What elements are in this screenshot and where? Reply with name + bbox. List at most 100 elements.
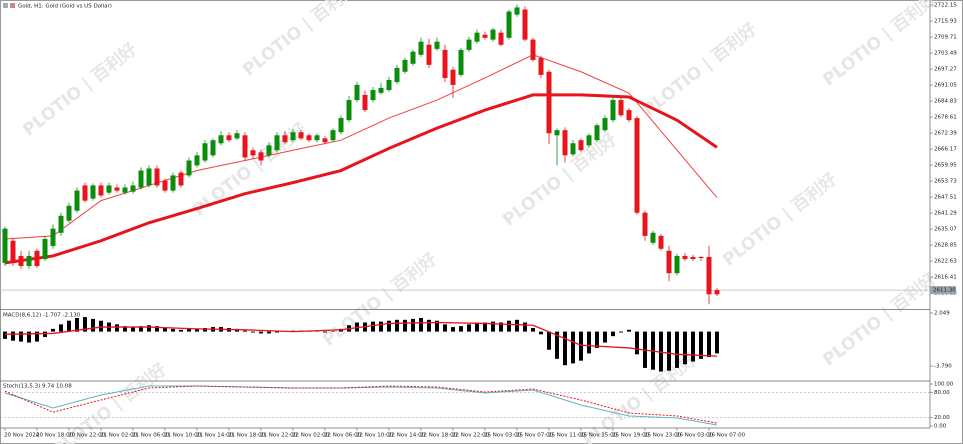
candle-body bbox=[458, 49, 464, 75]
histogram-bar bbox=[251, 331, 255, 333]
histogram-bar bbox=[59, 324, 63, 332]
candle-body bbox=[98, 185, 104, 196]
histogram-bar bbox=[683, 331, 687, 365]
histogram-bar bbox=[619, 331, 623, 333]
histogram-bar bbox=[435, 320, 439, 332]
x-tick-label: 21 Nov 02:00 bbox=[100, 433, 138, 439]
histogram-bar bbox=[35, 331, 39, 342]
histogram-bar bbox=[571, 331, 575, 364]
candle-body bbox=[34, 250, 40, 266]
candle-body bbox=[650, 232, 656, 243]
candle-body bbox=[482, 34, 488, 38]
histogram-bar bbox=[563, 331, 567, 366]
candle-body bbox=[658, 235, 664, 249]
candle-body bbox=[290, 132, 296, 141]
candle-body bbox=[226, 135, 232, 141]
x-tick-label: 25 Nov 23:00 bbox=[644, 433, 682, 439]
histogram-bar bbox=[427, 319, 431, 332]
y-tick-label: 2666.17 bbox=[934, 147, 957, 153]
histogram-bar bbox=[131, 327, 135, 332]
candle-body bbox=[466, 39, 472, 50]
candle-body bbox=[170, 175, 176, 191]
histogram-bar bbox=[99, 320, 103, 332]
candle-body bbox=[530, 39, 536, 60]
y-tick-label: -3.790 bbox=[934, 364, 952, 370]
candle-body bbox=[138, 170, 144, 188]
histogram-bar bbox=[467, 324, 471, 332]
candle-body bbox=[674, 255, 680, 274]
candle-body bbox=[298, 132, 304, 139]
candle-body bbox=[50, 228, 56, 246]
candle-body bbox=[66, 205, 72, 221]
histogram-bar bbox=[123, 326, 127, 332]
histogram-bar bbox=[371, 321, 375, 332]
x-tick-label: 22 Nov 10:00 bbox=[356, 433, 394, 439]
candle-body bbox=[42, 238, 48, 260]
x-tick-label: 20 Nov 22:00 bbox=[68, 433, 106, 439]
candle-body bbox=[90, 185, 96, 199]
x-tick-label: 25 Nov 07:00 bbox=[516, 433, 554, 439]
x-tick-label: 22 Nov 06:00 bbox=[324, 433, 362, 439]
histogram-bar bbox=[507, 320, 511, 332]
candle-body bbox=[634, 118, 640, 213]
x-tick-label: 20 Nov 2024 bbox=[4, 433, 40, 439]
histogram-bar bbox=[171, 328, 175, 332]
candle-body bbox=[426, 44, 432, 65]
y-tick-label: 2715.93 bbox=[934, 19, 957, 25]
icon bbox=[3, 3, 8, 8]
candle-body bbox=[618, 100, 624, 116]
y-tick-label: 2647.51 bbox=[934, 195, 957, 201]
histogram-bar bbox=[147, 325, 151, 332]
candle-body bbox=[114, 187, 120, 191]
x-tick-label: 22 Nov 18:00 bbox=[420, 433, 458, 439]
histogram-bar bbox=[163, 327, 167, 332]
histogram-bar bbox=[115, 324, 119, 332]
chart-header: Gold, H1: Gold (Gold vs US Dollar) bbox=[18, 4, 112, 10]
x-tick-label: 21 Nov 18:00 bbox=[228, 433, 266, 439]
candle-body bbox=[666, 250, 672, 274]
candle-body bbox=[274, 135, 280, 151]
histogram-bar bbox=[555, 331, 559, 359]
x-tick-label: 25 Nov 15:00 bbox=[580, 433, 618, 439]
histogram-bar bbox=[195, 328, 199, 332]
histogram-bar bbox=[83, 317, 87, 332]
candle-body bbox=[602, 118, 608, 131]
histogram-bar bbox=[531, 327, 535, 332]
candle-body bbox=[394, 67, 400, 83]
panel-title: Stoch(13,5,3) 9.74 10.08 bbox=[3, 384, 72, 390]
histogram-bar bbox=[11, 331, 15, 341]
price-tag-label: 2611.30 bbox=[933, 288, 956, 294]
histogram-bar bbox=[603, 331, 607, 343]
indicator-line bbox=[4, 321, 718, 357]
y-tick-label: 2722.15 bbox=[934, 3, 957, 9]
candle-body bbox=[322, 138, 328, 143]
histogram-bar bbox=[275, 331, 279, 333]
candle-body bbox=[10, 240, 16, 263]
candle-body bbox=[490, 29, 496, 40]
histogram-bar bbox=[419, 317, 423, 332]
x-tick-label: 26 Nov 03:00 bbox=[676, 433, 714, 439]
candle-body bbox=[258, 152, 264, 161]
histogram-bar bbox=[19, 331, 23, 342]
y-tick-label: 20.00 bbox=[934, 415, 950, 421]
candle-body bbox=[378, 87, 384, 93]
histogram-bar bbox=[323, 331, 327, 333]
candle-body bbox=[202, 143, 208, 161]
candle-body bbox=[714, 290, 720, 295]
histogram-bar bbox=[259, 331, 263, 334]
candle-body bbox=[314, 135, 320, 141]
candle-body bbox=[594, 125, 600, 141]
histogram-bar bbox=[475, 322, 479, 332]
histogram-bar bbox=[539, 331, 543, 335]
histogram-bar bbox=[667, 331, 671, 371]
histogram-bar bbox=[707, 331, 711, 358]
candle-body bbox=[682, 255, 688, 260]
histogram-bar bbox=[611, 331, 615, 337]
y-tick-label: 2622.63 bbox=[934, 259, 957, 265]
y-tick-label: 2678.61 bbox=[934, 115, 957, 121]
candle-body bbox=[586, 135, 592, 146]
histogram-bar bbox=[203, 327, 207, 332]
histogram-bar bbox=[491, 321, 495, 332]
